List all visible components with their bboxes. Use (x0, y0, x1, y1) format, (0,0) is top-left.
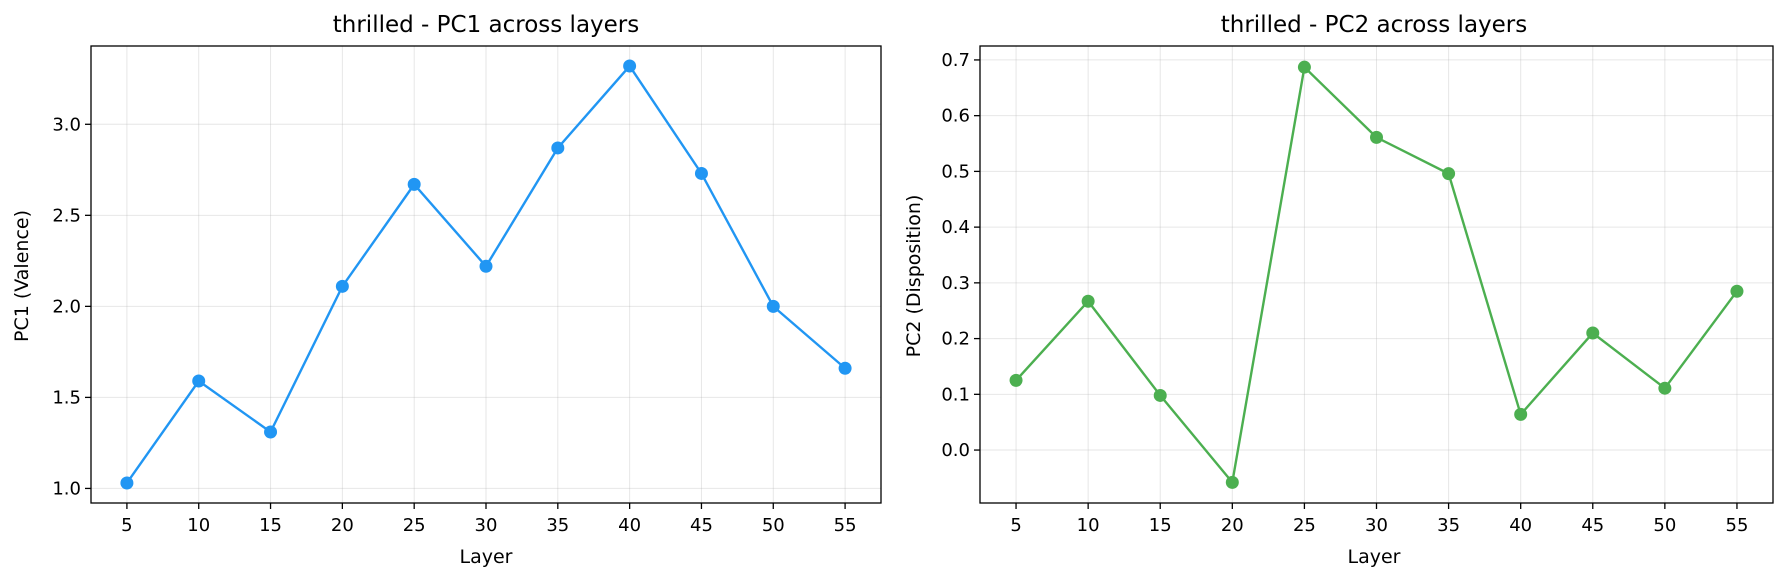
data-point (479, 259, 493, 273)
x-tick-label: 20 (1221, 515, 1244, 536)
data-point (1009, 373, 1023, 387)
y-tick-label: 0.3 (941, 273, 970, 294)
data-point (1658, 381, 1672, 395)
data-point (1586, 326, 1600, 340)
x-tick-label: 35 (546, 515, 569, 536)
x-tick-label: 15 (1149, 515, 1172, 536)
x-tick-label: 55 (834, 515, 857, 536)
x-axis-label: Layer (1348, 546, 1401, 568)
data-point (1514, 407, 1528, 421)
x-tick-label: 5 (121, 515, 132, 536)
y-tick-label: 0.6 (941, 106, 970, 127)
x-tick-label: 20 (331, 515, 354, 536)
data-point (407, 177, 421, 191)
y-axis-label: PC1 (Valence) (11, 210, 33, 342)
x-tick-label: 35 (1437, 515, 1460, 536)
y-tick-label: 0.1 (941, 384, 970, 405)
y-tick-label: 0.5 (941, 161, 970, 182)
y-tick-label: 2.5 (52, 205, 81, 226)
x-tick-label: 30 (475, 515, 498, 536)
data-point (192, 374, 206, 388)
x-tick-label: 55 (1726, 515, 1749, 536)
data-point (694, 166, 708, 180)
x-tick-label: 15 (259, 515, 282, 536)
data-point (551, 141, 565, 155)
y-tick-label: 3.0 (52, 114, 81, 135)
data-point (623, 59, 637, 73)
chart-title: thrilled - PC2 across layers (1221, 12, 1528, 38)
x-tick-label: 10 (1077, 515, 1100, 536)
data-point (335, 279, 349, 293)
y-axis-label: PC2 (Disposition) (903, 195, 925, 358)
data-point (120, 476, 134, 490)
x-tick-label: 50 (1653, 515, 1676, 536)
x-tick-label: 45 (690, 515, 713, 536)
data-point (766, 299, 780, 313)
y-tick-label: 0.4 (941, 217, 970, 238)
x-tick-label: 50 (762, 515, 785, 536)
data-point (1370, 130, 1383, 144)
data-point (264, 425, 278, 439)
data-point (1081, 294, 1095, 308)
y-tick-label: 0.0 (941, 440, 970, 461)
y-tick-label: 1.5 (52, 387, 81, 408)
y-tick-label: 0.2 (941, 329, 970, 350)
x-tick-label: 25 (403, 515, 426, 536)
x-tick-label: 40 (1509, 515, 1532, 536)
data-point (1442, 167, 1456, 181)
data-point (838, 361, 852, 375)
x-tick-label: 10 (187, 515, 210, 536)
x-tick-label: 5 (1010, 515, 1021, 536)
chart-title: thrilled - PC1 across layers (333, 12, 640, 38)
y-tick-label: 0.7 (941, 50, 970, 71)
data-point (1153, 388, 1167, 402)
y-tick-label: 1.0 (52, 478, 81, 499)
x-tick-label: 25 (1293, 515, 1316, 536)
x-tick-label: 30 (1365, 515, 1388, 536)
x-tick-label: 45 (1581, 515, 1604, 536)
data-point (1225, 475, 1239, 489)
chart-panel-pc2: thrilled - PC2 across layers Layer PC2 (… (903, 12, 1774, 568)
x-tick-label: 40 (618, 515, 641, 536)
y-tick-label: 2.0 (52, 296, 81, 317)
data-point (1297, 60, 1311, 74)
x-axis-label: Layer (460, 546, 513, 568)
data-point (1730, 284, 1744, 298)
chart-panel-pc1: thrilled - PC1 across layers Layer PC1 (… (11, 12, 882, 568)
